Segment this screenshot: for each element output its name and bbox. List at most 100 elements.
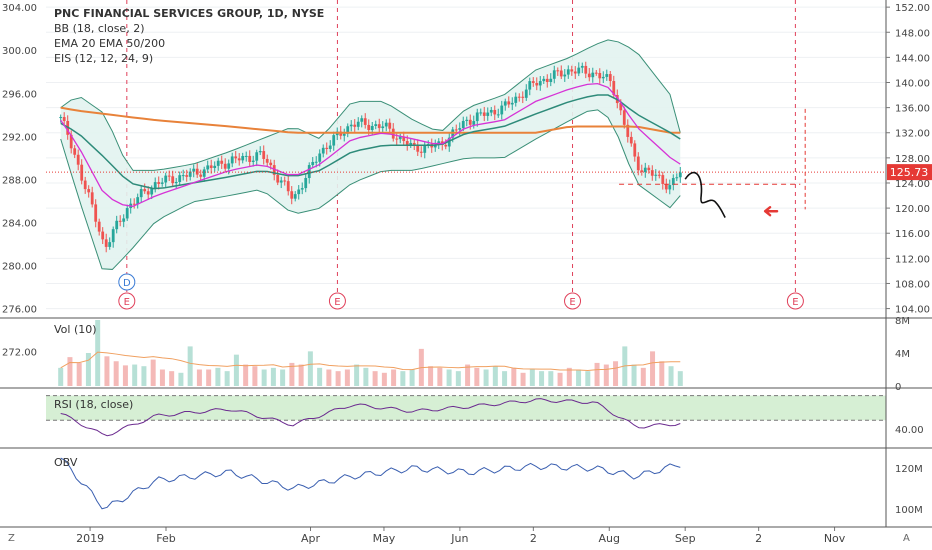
volume-pane-label[interactable]: Vol (10)	[54, 323, 97, 336]
candle-body	[563, 74, 567, 77]
candle-body	[584, 65, 588, 74]
dividend-marker	[118, 273, 136, 291]
volume-bar	[122, 365, 128, 386]
candle-body	[332, 135, 336, 146]
pane-separators[interactable]	[0, 317, 932, 528]
candle-body	[370, 125, 374, 131]
legend-eis[interactable]: EIS (12, 12, 24, 9)	[54, 52, 154, 65]
candle-body	[87, 189, 91, 193]
volume-bar	[409, 369, 415, 386]
volume-bar	[557, 372, 563, 386]
volume-bar	[465, 364, 471, 386]
candle-body	[398, 136, 402, 140]
candle-body	[465, 119, 469, 121]
candle-body	[206, 165, 210, 170]
user-drawings[interactable]	[619, 108, 806, 218]
candle-body	[286, 181, 290, 192]
candle-body	[241, 156, 245, 161]
candle-body	[493, 109, 497, 115]
candle-body	[657, 174, 661, 176]
candle-body	[496, 114, 500, 116]
volume-bar	[104, 356, 110, 386]
symbol-title[interactable]: PNC FINANCIAL SERVICES GROUP, 1D, NYSE	[54, 7, 325, 20]
candle-body	[307, 165, 311, 179]
earnings-marker-label: E	[334, 297, 340, 308]
candle-body	[626, 124, 630, 137]
volume-bar	[474, 367, 480, 386]
candle-body	[384, 122, 388, 127]
chart-legend: PNC FINANCIAL SERVICES GROUP, 1D, NYSE B…	[54, 6, 324, 66]
obv-line	[60, 457, 681, 510]
volume-bar	[141, 366, 147, 386]
candle-body	[262, 151, 266, 159]
candle-body	[195, 168, 199, 175]
volume-bar	[58, 367, 64, 386]
obv-axis-label: 100M	[895, 505, 923, 516]
auto-scale-icon[interactable]: A	[903, 533, 910, 544]
bollinger-upper	[60, 39, 681, 171]
ema-50-line	[60, 94, 681, 190]
candle-body	[62, 117, 66, 121]
candle-body	[395, 138, 399, 140]
right-axis-label: 132.00	[895, 129, 930, 140]
left-axis-label: 300.00	[2, 46, 37, 57]
volume-bar	[613, 361, 619, 386]
zoom-icon[interactable]: Z	[8, 533, 15, 544]
legend-bb[interactable]: BB (18, close, 2)	[54, 22, 145, 35]
volume-bar	[76, 362, 82, 386]
candle-body	[255, 152, 259, 161]
volume-bar	[344, 369, 350, 386]
candle-body	[111, 229, 115, 243]
candle-body	[181, 175, 185, 177]
volume-bar	[428, 366, 434, 386]
left-axis-label: 284.00	[2, 218, 37, 229]
candle-body	[486, 112, 490, 116]
candle-body	[118, 220, 122, 222]
candle-body	[605, 74, 609, 77]
volume-bar	[354, 364, 360, 386]
obv-pane-label[interactable]: OBV	[54, 456, 78, 469]
candle-body	[402, 136, 406, 142]
candle-body	[594, 72, 598, 74]
left-axis-label: 304.00	[2, 3, 37, 14]
volume-bar	[159, 369, 165, 386]
volume-bar	[640, 367, 646, 386]
candle-body	[244, 155, 248, 157]
bollinger-fill	[60, 39, 681, 270]
right-axis-label: 144.00	[895, 53, 930, 64]
candle-body	[300, 188, 304, 190]
candle-body	[500, 105, 504, 115]
candle-body	[619, 103, 623, 111]
candle-body	[538, 81, 542, 86]
volume-bar	[511, 367, 517, 386]
volume-bar	[659, 361, 665, 386]
candle-body	[377, 124, 381, 129]
ema-20-line	[60, 82, 681, 208]
candle-body	[472, 121, 476, 125]
volume-bar	[650, 351, 656, 386]
legend-ema[interactable]: EMA 20 EMA 50/200	[54, 37, 166, 50]
volume-bar	[196, 369, 202, 386]
candle-body	[314, 161, 318, 163]
volume-pane: 8M4M0	[58, 316, 910, 393]
obv-axis-label: 120M	[895, 464, 923, 475]
candle-body	[636, 156, 640, 171]
candle-body	[353, 124, 357, 127]
volume-bar	[483, 369, 489, 386]
candle-body	[661, 175, 665, 184]
right-axis-label: 148.00	[895, 28, 930, 39]
candle-body	[90, 192, 94, 205]
candle-body	[643, 167, 647, 173]
candle-body	[381, 126, 385, 129]
candle-body	[132, 203, 136, 205]
candle-body	[97, 221, 101, 232]
rsi-pane-label[interactable]: RSI (18, close)	[54, 398, 134, 411]
volume-bar	[381, 372, 387, 386]
candle-body	[524, 89, 528, 98]
time-axis-label: Nov	[824, 532, 846, 545]
right-axis-label: 116.00	[895, 229, 930, 240]
candle-body	[591, 72, 595, 78]
candle-body	[412, 142, 416, 145]
volume-bar	[233, 354, 239, 386]
